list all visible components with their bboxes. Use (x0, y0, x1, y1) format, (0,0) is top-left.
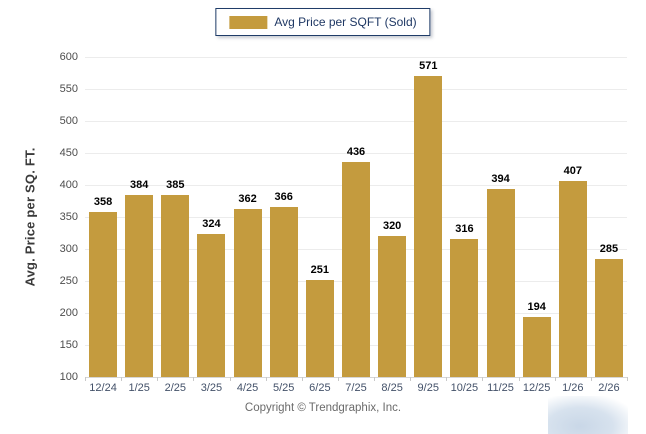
bar-value-label: 407 (563, 164, 582, 177)
gridline (85, 121, 627, 122)
x-axis-label: 5/25 (273, 382, 295, 394)
x-axis-label: 1/26 (562, 382, 584, 394)
gridline (85, 57, 627, 58)
x-axis-tick (482, 377, 483, 381)
bar-value-label: 362 (238, 193, 257, 206)
x-axis-tick (157, 377, 158, 381)
bar-1/26 (558, 180, 587, 377)
legend-swatch (229, 15, 268, 29)
x-axis-tick (85, 377, 86, 381)
bar-12/25 (522, 316, 551, 377)
bar-12/24 (89, 211, 118, 377)
x-axis-label: 10/25 (450, 382, 479, 394)
x-axis-label: 6/25 (309, 382, 331, 394)
y-tick-label: 550 (59, 83, 78, 95)
x-axis-label: 3/25 (200, 382, 223, 394)
x-axis-tick (302, 377, 303, 381)
bar-value-label: 385 (166, 178, 185, 191)
x-axis-tick (410, 377, 411, 381)
bar-8/25 (378, 236, 407, 377)
y-tick-label: 500 (59, 115, 78, 127)
bar-value-label: 436 (346, 145, 366, 158)
bar-1/25 (125, 195, 154, 377)
bar-value-label: 571 (419, 59, 438, 72)
x-axis-tick (446, 377, 447, 381)
x-axis-label: 1/25 (128, 382, 150, 394)
x-axis-label: 7/25 (345, 382, 367, 394)
bar-11/25 (486, 188, 515, 377)
bar-2/26 (594, 258, 623, 377)
x-axis-tick (230, 377, 231, 381)
legend: Avg Price per SQFT (Sold) (215, 8, 431, 36)
bar-value-label: 320 (382, 220, 402, 233)
gridline (85, 153, 627, 154)
y-tick-label: 250 (59, 275, 78, 287)
bar-value-label: 285 (599, 242, 619, 255)
y-tick-label: 600 (59, 51, 78, 63)
x-axis-tick (555, 377, 556, 381)
bar-10/25 (450, 238, 479, 377)
bar-2/25 (161, 194, 190, 377)
x-axis-tick (591, 377, 592, 381)
bar-value-label: 366 (274, 190, 293, 203)
x-axis-line (85, 377, 627, 378)
bar-3/25 (197, 233, 226, 377)
x-axis-label: 8/25 (381, 382, 403, 394)
bar-5/25 (269, 206, 298, 377)
bar-value-label: 358 (93, 195, 113, 208)
bar-value-label: 394 (491, 172, 510, 185)
x-axis-tick (627, 377, 628, 381)
plot-area: 600 550 500 450 400 350 300 250 200 150 100 358 12/2… (60, 51, 628, 394)
y-tick-label: 350 (59, 211, 78, 223)
bar-9/25 (414, 75, 443, 377)
bar-6/25 (305, 280, 334, 377)
bar-value-label: 251 (310, 264, 330, 277)
bar-value-label: 316 (455, 222, 474, 235)
copyright-text: Copyright © Trendgraphix, Inc. (244, 402, 402, 414)
x-axis-tick (193, 377, 194, 381)
legend-label: Avg Price per SQFT (Sold) (274, 15, 417, 29)
x-axis-label: 11/25 (487, 382, 514, 394)
x-axis-tick (121, 377, 122, 381)
y-axis-title: Avg. Price per SQ. FT. (22, 147, 38, 287)
x-axis-label: 9/25 (417, 382, 439, 394)
bar-value-label: 324 (202, 217, 221, 230)
bar-value-label: 194 (527, 300, 546, 313)
x-axis-tick (338, 377, 339, 381)
x-axis-tick (519, 377, 520, 381)
y-tick-label: 200 (59, 307, 78, 319)
y-tick-label: 400 (59, 179, 78, 191)
x-axis-tick (374, 377, 375, 381)
bar-4/25 (233, 209, 262, 377)
x-axis-label: 2/25 (164, 382, 187, 394)
y-tick-label: 450 (59, 147, 78, 159)
y-tick-label: 300 (59, 243, 78, 255)
y-tick-label: 100 (59, 371, 78, 383)
x-axis-label: 12/24 (89, 382, 117, 394)
x-axis-label: 2/26 (598, 382, 620, 394)
bar-value-label: 384 (130, 179, 149, 192)
bar-7/25 (342, 161, 370, 377)
y-tick-label: 150 (59, 339, 78, 351)
x-axis-tick (266, 377, 267, 381)
gridline (85, 89, 627, 90)
x-axis-label: 12/25 (522, 382, 551, 394)
x-axis-label: 4/25 (236, 382, 259, 394)
